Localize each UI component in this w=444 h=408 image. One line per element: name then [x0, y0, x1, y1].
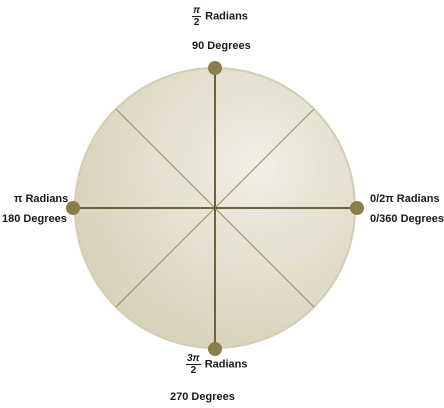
fraction-numerator: π — [192, 5, 202, 17]
label-left-degrees: 180 Degrees — [2, 213, 67, 225]
fraction-numerator: 3π — [186, 353, 201, 365]
label-bottom-radians: 3π 2 Radians — [186, 353, 247, 376]
point-90-degrees — [208, 61, 222, 75]
label-left-radians: π Radians — [14, 193, 69, 205]
fraction-denominator: 2 — [190, 365, 197, 376]
point-180-degrees — [66, 201, 80, 215]
fraction-3pi-over-2: 3π 2 — [186, 353, 201, 376]
radians-text: Radians — [204, 358, 248, 371]
fraction-denominator: 2 — [193, 17, 200, 28]
radians-text: Radians — [205, 10, 248, 23]
label-bottom-degrees: 270 Degrees — [170, 391, 235, 403]
label-top-degrees: 90 Degrees — [192, 40, 251, 52]
point-270-degrees — [208, 342, 222, 356]
fraction-pi-over-2: π 2 — [192, 5, 202, 28]
point-0-degrees — [350, 201, 364, 215]
label-right-radians: 0/2π Radians — [370, 193, 440, 205]
label-right-degrees: 0/360 Degrees — [370, 213, 444, 225]
label-top-radians: π 2 Radians — [192, 5, 248, 28]
